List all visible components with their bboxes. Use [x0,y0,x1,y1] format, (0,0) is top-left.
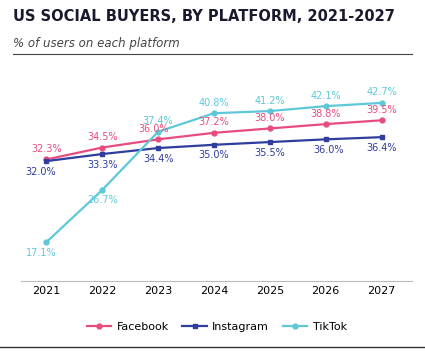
Text: 38.8%: 38.8% [310,108,341,119]
Text: 37.2%: 37.2% [198,117,230,127]
Text: 37.4%: 37.4% [143,116,173,126]
Text: 42.7%: 42.7% [366,87,397,97]
Text: 35.5%: 35.5% [255,148,285,158]
Text: 34.5%: 34.5% [87,132,118,142]
Text: 32.3%: 32.3% [31,144,62,154]
Text: 26.7%: 26.7% [87,196,118,205]
Text: 32.0%: 32.0% [26,167,56,177]
Text: 36.0%: 36.0% [313,145,344,155]
Text: 34.4%: 34.4% [143,154,173,164]
Text: 36.0%: 36.0% [139,124,169,134]
Text: % of users on each platform: % of users on each platform [13,37,179,50]
Text: 35.0%: 35.0% [198,150,229,160]
Text: 17.1%: 17.1% [26,248,56,258]
Text: 36.4%: 36.4% [366,143,397,153]
Text: 42.1%: 42.1% [310,91,341,101]
Text: 41.2%: 41.2% [255,95,285,106]
Legend: Facebook, Instagram, TikTok: Facebook, Instagram, TikTok [82,317,351,336]
Text: 38.0%: 38.0% [255,113,285,123]
Text: 40.8%: 40.8% [199,98,229,108]
Text: 33.3%: 33.3% [87,160,117,170]
Text: 39.5%: 39.5% [366,105,397,115]
Text: US SOCIAL BUYERS, BY PLATFORM, 2021-2027: US SOCIAL BUYERS, BY PLATFORM, 2021-2027 [13,9,395,24]
